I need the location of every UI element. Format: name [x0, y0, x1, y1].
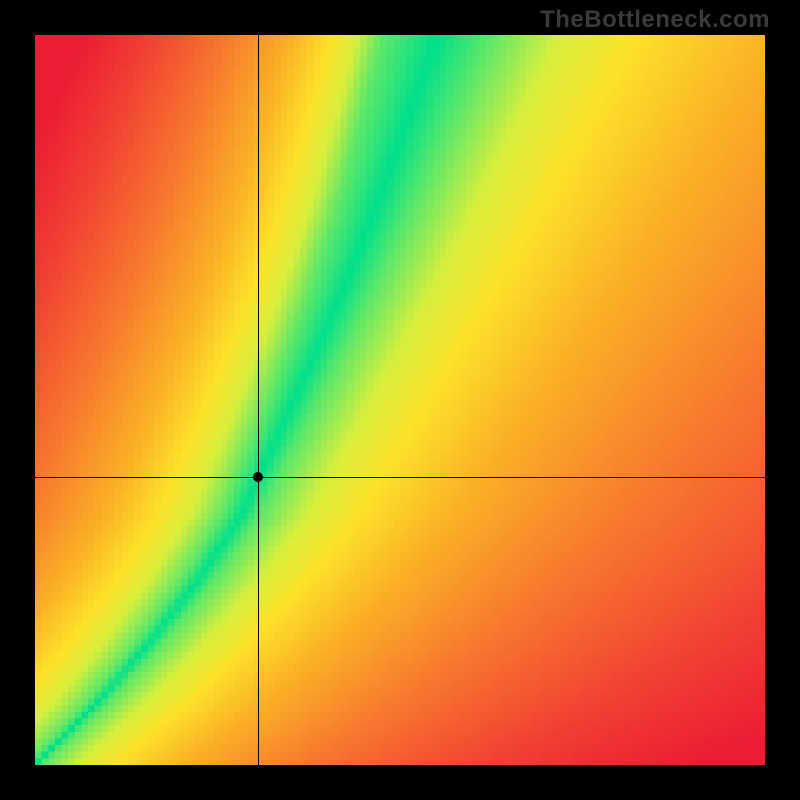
crosshair-vertical — [258, 35, 259, 765]
crosshair-horizontal — [35, 477, 765, 478]
heatmap-plot — [35, 35, 765, 765]
crosshair-marker — [253, 472, 263, 482]
watermark-text: TheBottleneck.com — [540, 6, 770, 34]
heatmap-canvas — [35, 35, 765, 765]
